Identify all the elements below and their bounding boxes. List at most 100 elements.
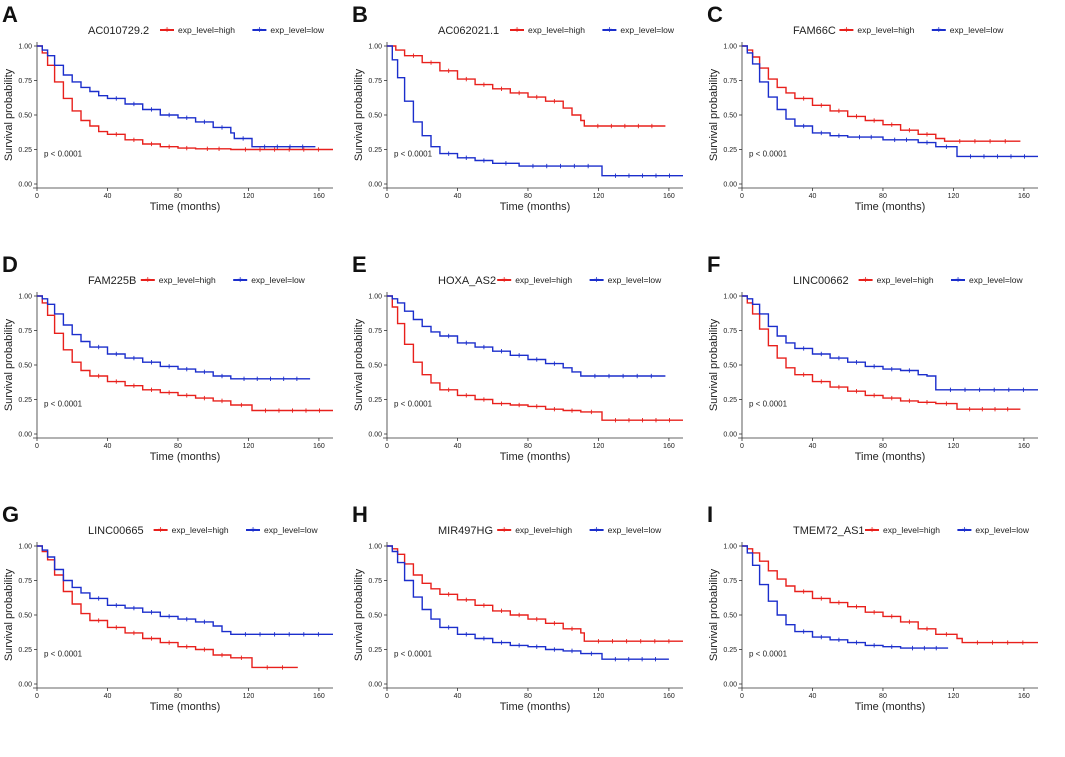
p-value: p < 0.0001 (44, 649, 83, 658)
p-value: p < 0.0001 (749, 399, 788, 408)
curve-low (387, 45, 683, 177)
p-value: p < 0.0001 (394, 649, 433, 658)
y-tick-label: 0.25 (18, 397, 32, 404)
legend-cross: + (606, 25, 612, 36)
censor-marks-low (98, 596, 319, 637)
x-tick-label: 0 (385, 193, 389, 200)
curve-high (37, 45, 333, 151)
x-tick-label: 0 (740, 443, 744, 450)
panel-d: D FAM225B + exp_level=high + exp_level=low 0.0… (2, 252, 333, 463)
x-tick-label: 160 (313, 193, 325, 200)
panel-a: A AC010729.2 + exp_level=high + exp_level=low… (2, 2, 333, 213)
y-tick-label: 0.75 (18, 578, 32, 585)
x-axis-label: Time (months) (855, 451, 926, 463)
censor-marks-low (448, 333, 652, 379)
y-tick-label: 0.75 (723, 578, 737, 585)
y-tick-label: 0.00 (368, 682, 382, 689)
x-tick-label: 80 (174, 693, 182, 700)
x-tick-label: 40 (104, 443, 112, 450)
x-axis-label: Time (months) (500, 451, 571, 463)
x-tick-label: 160 (313, 693, 325, 700)
curve-low (37, 295, 311, 380)
legend-label-high: exp_level=high (883, 525, 940, 535)
censor-marks-low (803, 123, 1025, 159)
y-tick-label: 0.00 (723, 682, 737, 689)
curve-low (37, 45, 316, 148)
x-tick-label: 120 (593, 693, 605, 700)
gene-title: LINC00662 (793, 275, 849, 287)
y-axis-label: Survival probability (708, 318, 720, 411)
legend-cross: + (843, 25, 849, 36)
curve-high (742, 295, 1021, 410)
x-tick-label: 120 (948, 193, 960, 200)
censor-marks-high (803, 96, 1006, 144)
y-tick-label: 0.75 (723, 328, 737, 335)
legend-label-high: exp_level=high (178, 25, 235, 35)
y-tick-label: 0.25 (368, 647, 382, 654)
legend-cross: + (164, 25, 170, 36)
p-value: p < 0.0001 (44, 399, 83, 408)
curve-low (742, 45, 1038, 158)
gene-title: MIR497HG (438, 525, 493, 537)
legend-label-low: exp_level=low (264, 525, 318, 535)
x-tick-label: 0 (385, 693, 389, 700)
y-tick-label: 0.00 (18, 432, 32, 439)
censor-marks-high (115, 132, 319, 152)
y-axis-label: Survival probability (353, 318, 365, 411)
x-tick-label: 160 (313, 443, 325, 450)
gene-title: TMEM72_AS1 (793, 525, 865, 537)
y-tick-label: 0.25 (18, 647, 32, 654)
x-tick-label: 0 (35, 193, 39, 200)
legend-cross: + (863, 275, 869, 286)
panel-b: B AC062021.1 + exp_level=high + exp_level=low… (352, 2, 683, 213)
p-value: p < 0.0001 (749, 649, 788, 658)
y-tick-label: 0.50 (18, 113, 32, 120)
censor-marks-low (98, 344, 298, 381)
censor-marks-low (115, 96, 304, 149)
x-tick-label: 120 (243, 443, 255, 450)
y-tick-label: 0.00 (368, 182, 382, 189)
y-axis-label: Survival probability (3, 568, 15, 661)
x-tick-label: 120 (593, 193, 605, 200)
legend-cross: + (256, 25, 262, 36)
panel-letter: H (352, 502, 368, 527)
x-tick-label: 0 (35, 693, 39, 700)
x-axis-label: Time (months) (150, 701, 221, 713)
legend-cross: + (594, 525, 600, 536)
y-tick-label: 0.00 (368, 432, 382, 439)
x-axis-label: Time (months) (150, 201, 221, 213)
y-axis-label: Survival probability (708, 68, 720, 161)
censor-marks-high (448, 387, 670, 423)
y-tick-label: 0.00 (723, 432, 737, 439)
panel-f: F LINC00662 + exp_level=high + exp_level=low 0… (707, 252, 1038, 463)
y-axis-label: Survival probability (353, 568, 365, 661)
y-tick-label: 0.00 (18, 182, 32, 189)
legend-label-high: exp_level=high (877, 275, 934, 285)
curve-high (742, 45, 1021, 142)
legend-label-low: exp_level=low (969, 275, 1023, 285)
y-tick-label: 0.25 (18, 147, 32, 154)
y-tick-label: 1.00 (18, 294, 32, 301)
legend-cross: + (237, 275, 243, 286)
legend-label-low: exp_level=low (608, 525, 662, 535)
censor-marks-high (803, 372, 1009, 412)
legend-label-low: exp_level=low (975, 525, 1029, 535)
x-tick-label: 0 (35, 443, 39, 450)
y-axis-label: Survival probability (708, 568, 720, 661)
censor-marks-low (803, 346, 1024, 393)
curve-high (742, 545, 1038, 644)
panel-letter: G (2, 502, 19, 527)
y-tick-label: 0.50 (723, 363, 737, 370)
x-tick-label: 80 (174, 193, 182, 200)
censor-marks-low (448, 625, 656, 662)
p-value: p < 0.0001 (394, 149, 433, 158)
censor-marks-low (448, 151, 670, 178)
legend-cross: + (869, 525, 875, 536)
y-tick-label: 0.50 (723, 613, 737, 620)
y-tick-label: 0.50 (368, 113, 382, 120)
legend-label-high: exp_level=high (857, 25, 914, 35)
censor-marks-high (412, 53, 653, 129)
x-tick-label: 160 (663, 443, 675, 450)
